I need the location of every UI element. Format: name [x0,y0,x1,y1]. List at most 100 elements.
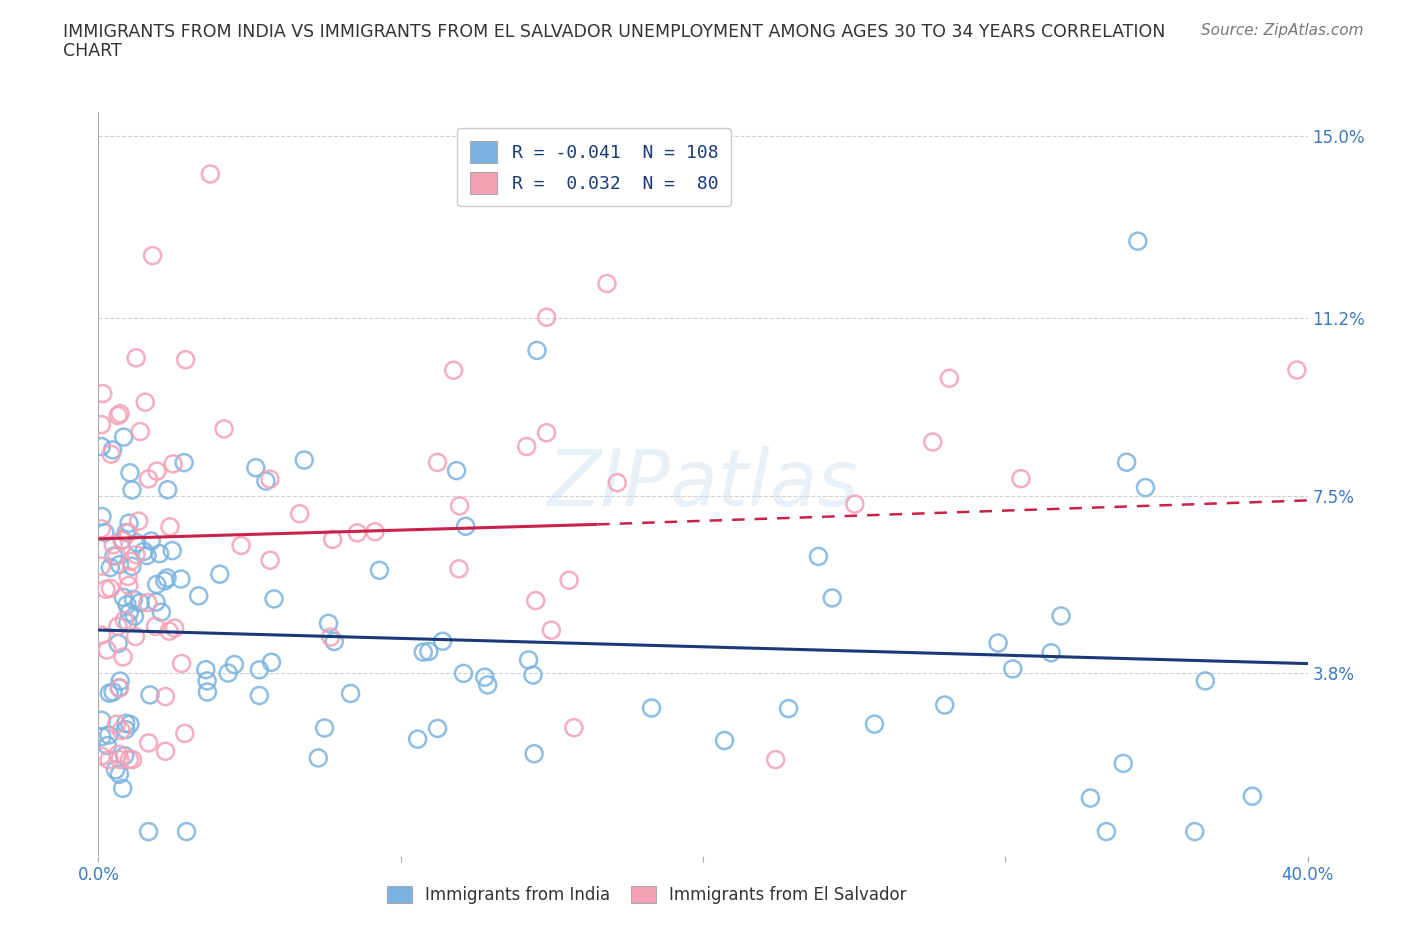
Point [426,455,449,470]
Point [1050,608,1073,623]
Point [1095,824,1118,839]
Point [138,472,160,486]
Point [259,552,281,567]
Point [1040,645,1063,660]
Point [1135,480,1157,495]
Point [606,475,628,490]
Point [522,668,544,683]
Point [118,752,141,767]
Point [91,386,114,401]
Point [129,424,152,439]
Point [94,525,117,540]
Point [108,752,131,767]
Point [98,581,121,596]
Point [108,681,131,696]
Point [108,767,131,782]
Point [134,394,156,409]
Point [162,543,184,558]
Point [197,684,219,699]
Point [157,624,180,639]
Point [323,634,346,649]
Point [821,591,844,605]
Point [90,439,112,454]
Point [115,525,138,540]
Point [111,533,134,548]
Point [90,712,112,727]
Point [247,662,270,677]
Point [118,578,141,592]
Point [125,351,148,365]
Point [517,653,540,668]
Point [136,548,159,563]
Point [101,443,124,458]
Point [145,577,167,591]
Point [558,573,581,588]
Point [446,463,468,478]
Point [96,643,118,658]
Point [107,618,129,633]
Point [122,592,145,607]
Point [536,310,558,325]
Point [453,666,475,681]
Point [125,547,148,562]
Point [94,582,117,597]
Point [132,544,155,559]
Point [449,498,471,513]
Point [778,701,800,716]
Point [229,538,252,552]
Point [454,519,477,534]
Point [1285,363,1308,378]
Point [145,594,167,609]
Point [807,549,830,564]
Point [1080,790,1102,805]
Point [90,749,112,764]
Point [90,559,112,574]
Point [418,644,440,658]
Point [477,677,499,692]
Point [108,557,131,572]
Point [292,453,315,468]
Point [640,700,662,715]
Point [288,506,311,521]
Point [101,684,124,699]
Point [107,636,129,651]
Point [1194,673,1216,688]
Point [938,371,960,386]
Point [125,536,148,551]
Point [124,629,146,644]
Point [100,446,122,461]
Point [245,460,267,475]
Point [934,698,956,712]
Point [117,569,139,584]
Point [108,681,131,696]
Point [187,589,209,604]
Point [523,746,546,761]
Point [107,747,129,762]
Point [98,560,121,575]
Point [111,532,134,547]
Point [524,593,547,608]
Point [108,673,131,688]
Point [174,352,197,367]
Point [162,457,184,472]
Point [260,655,283,670]
Point [176,824,198,839]
Point [322,532,344,547]
Point [110,723,132,737]
Point [97,727,120,742]
Point [114,716,136,731]
Point [121,559,143,574]
Point [90,418,112,432]
Point [536,425,558,440]
Point [112,613,135,628]
Point [259,472,281,486]
Point [596,276,619,291]
Text: Source: ZipAtlas.com: Source: ZipAtlas.com [1201,23,1364,38]
Point [111,781,134,796]
Point [114,749,136,764]
Point [90,729,112,744]
Point [195,673,218,688]
Point [844,497,866,512]
Point [1010,472,1032,486]
Point [145,618,167,633]
